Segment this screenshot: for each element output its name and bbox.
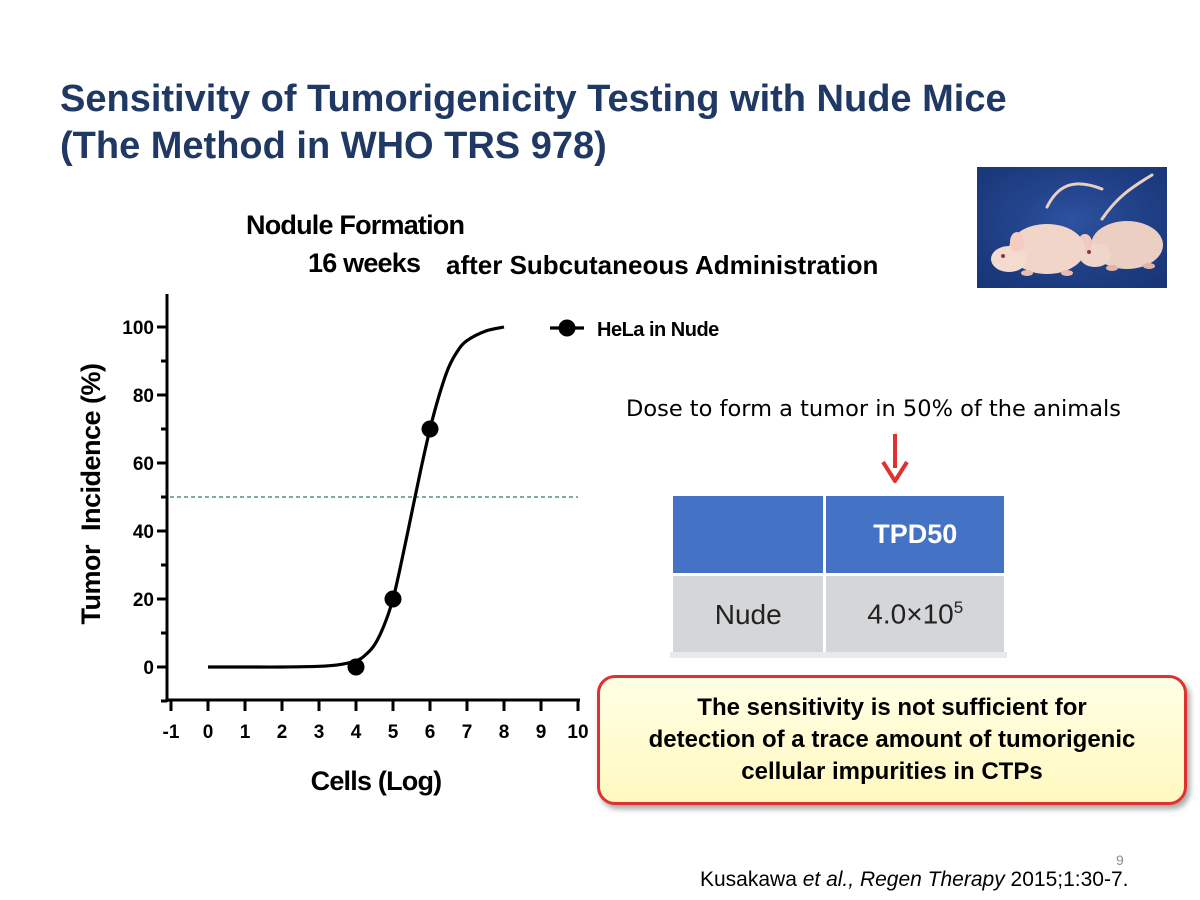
data-point <box>421 420 439 438</box>
chart-title-after: after Subcutaneous Administration <box>446 250 879 280</box>
table-row: Nude 4.0×105 <box>669 573 1007 656</box>
chart-title-weeks: 16 weeks <box>308 248 421 278</box>
x-tick-label: 9 <box>536 722 547 743</box>
x-tick-label: -1 <box>163 722 180 743</box>
chart-axes <box>157 294 580 711</box>
table-ghost-row <box>670 652 1007 658</box>
x-tick-label: 2 <box>277 722 288 743</box>
y-tick-label: 40 <box>133 522 154 543</box>
nude-mice-photo <box>977 167 1167 288</box>
x-tick-label: 6 <box>425 722 436 743</box>
data-point <box>384 590 402 608</box>
page-number: 9 <box>1116 852 1124 868</box>
sensitivity-callout: The sensitivity is not sufficient for de… <box>597 675 1187 805</box>
red-arrow-head <box>881 460 909 483</box>
y-axis-title: Tumor Incidence (%) <box>76 363 106 624</box>
table-header-cell-empty <box>669 493 827 576</box>
x-tick-label: 7 <box>462 722 473 743</box>
data-point <box>347 658 365 676</box>
legend-marker <box>558 319 576 337</box>
slide-title: Sensitivity of Tumorigenicity Testing wi… <box>60 76 1140 170</box>
fit-curve-group <box>207 325 505 669</box>
slide-title-line2: (The Method in WHO TRS 978) <box>60 125 607 167</box>
fit-curve-hela <box>207 325 505 669</box>
data-points-group <box>347 420 439 676</box>
citation-journal: Regen Therapy <box>859 868 1005 891</box>
tpd50-exponent: 5 <box>953 598 964 618</box>
x-tick-label: 4 <box>351 722 362 743</box>
x-tick-label: 5 <box>388 722 399 743</box>
chart-title-line1: Nodule Formation <box>246 210 465 240</box>
citation-author: Kusakawa <box>700 868 803 891</box>
table-cell-tpd50-value: 4.0×105 <box>823 573 1007 656</box>
tpd50-times: × <box>906 598 923 630</box>
axis-labels: 0 20 40 60 80 100 -1 0 1 2 3 4 5 6 7 8 9 10 Cells (Log) Tum… <box>76 318 589 796</box>
tpd50-base: 10 <box>922 598 954 630</box>
tpd50-mantissa: 4.0 <box>867 598 907 630</box>
callout-line3: cellular impurities in CTPs <box>741 758 1043 785</box>
chart-legend: HeLa in Nude <box>550 319 720 341</box>
y-tick-label: 60 <box>133 454 154 475</box>
x-tick-label: 10 <box>567 722 588 743</box>
citation-etal: et al., <box>802 868 860 891</box>
citation: Kusakawa et al., Regen Therapy 2015;1:30… <box>700 868 1128 892</box>
table-header-row: TPD50 <box>669 493 1007 576</box>
tpd50-annotation-label: Dose to form a tumor in 50% of the anima… <box>626 396 1121 422</box>
x-tick-label: 1 <box>240 722 251 743</box>
y-tick-label: 20 <box>133 590 154 611</box>
citation-rest: 2015;1:30-7. <box>1004 868 1129 891</box>
annotation-arrow-group <box>881 434 909 483</box>
callout-line1: The sensitivity is not sufficient for <box>697 694 1087 721</box>
y-tick-label: 0 <box>143 658 154 679</box>
x-tick-label: 3 <box>314 722 325 743</box>
x-tick-label: 0 <box>203 722 214 743</box>
table-cell-nude: Nude <box>669 573 827 656</box>
x-tick-label: 8 <box>499 722 510 743</box>
legend-label: HeLa in Nude <box>597 319 719 341</box>
slide-title-line1: Sensitivity of Tumorigenicity Testing wi… <box>60 78 1007 120</box>
tpd50-table: TPD50 Nude 4.0×105 <box>669 493 1007 656</box>
y-tick-label: 100 <box>122 318 154 339</box>
table-header-cell-tpd50: TPD50 <box>823 493 1007 576</box>
y-tick-label: 80 <box>133 386 154 407</box>
x-axis-title: Cells (Log) <box>311 766 442 796</box>
callout-line2: detection of a trace amount of tumorigen… <box>648 726 1136 753</box>
